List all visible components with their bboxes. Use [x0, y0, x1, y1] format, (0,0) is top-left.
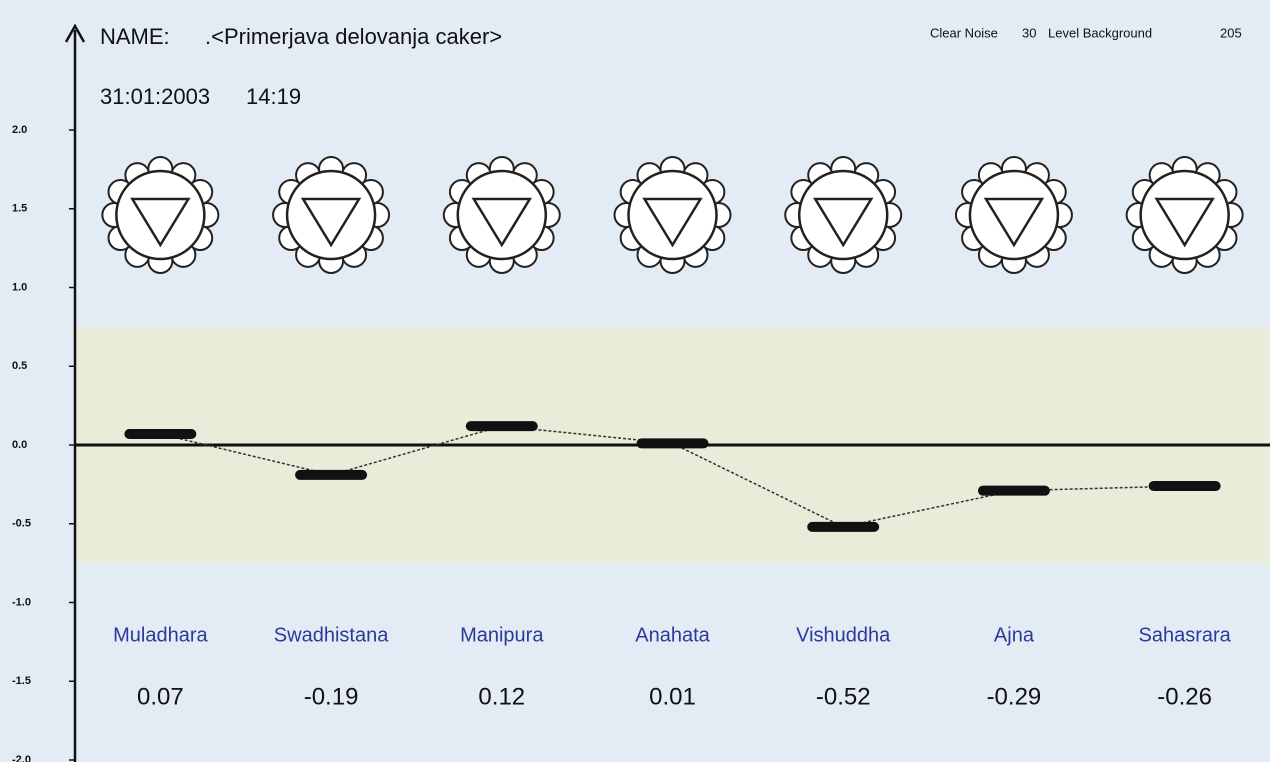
y-tick-label: 1.5 [12, 203, 27, 215]
level-background-value: 205 [1220, 25, 1242, 40]
category-label: Manipura [460, 624, 544, 646]
value-label: 0.12 [478, 683, 525, 710]
value-marker [466, 421, 538, 431]
clear-noise-value: 30 [1022, 25, 1036, 40]
chart-title: .<Primerjava delovanja caker> [205, 24, 502, 49]
category-label: Sahasrara [1139, 624, 1232, 646]
y-tick-label: 0.0 [12, 439, 27, 451]
category-label: Muladhara [113, 624, 208, 646]
category-label: Vishuddha [796, 624, 891, 646]
name-label: NAME: [100, 24, 170, 49]
value-label: -0.19 [304, 683, 359, 710]
category-label: Ajna [994, 624, 1035, 646]
level-background-label: Level Background [1048, 25, 1152, 40]
value-marker [637, 438, 709, 448]
date: 31:01:2003 [100, 84, 210, 109]
value-marker [978, 486, 1050, 496]
value-marker [1149, 481, 1221, 491]
y-tick-label: -1.5 [12, 675, 31, 687]
value-label: -0.29 [987, 683, 1042, 710]
value-label: 0.01 [649, 683, 696, 710]
value-label: -0.26 [1157, 683, 1212, 710]
value-label: 0.07 [137, 683, 184, 710]
value-marker [124, 429, 196, 439]
value-marker [295, 470, 367, 480]
value-label: -0.52 [816, 683, 871, 710]
y-tick-label: 2.0 [12, 124, 27, 136]
y-tick-label: 0.5 [12, 360, 27, 372]
category-label: Swadhistana [274, 624, 389, 646]
value-marker [807, 522, 879, 532]
y-tick-label: -2.0 [12, 754, 31, 762]
y-tick-label: -1.0 [12, 596, 31, 608]
category-label: Anahata [635, 624, 710, 646]
chart: NAME: .<Primerjava delovanja caker> 31:0… [0, 0, 1270, 762]
y-tick-label: -0.5 [12, 518, 31, 530]
clear-noise-label: Clear Noise [930, 25, 998, 40]
y-tick-label: 1.0 [12, 281, 27, 293]
time: 14:19 [246, 84, 301, 109]
